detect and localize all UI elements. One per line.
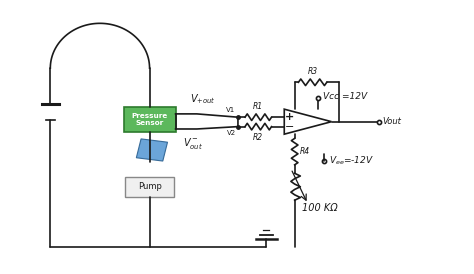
Text: Vout: Vout bbox=[382, 117, 401, 126]
Text: Pressure
Sensor: Pressure Sensor bbox=[131, 113, 168, 126]
FancyBboxPatch shape bbox=[125, 177, 174, 197]
Text: R3: R3 bbox=[308, 67, 318, 76]
Text: Pump: Pump bbox=[137, 182, 162, 192]
FancyBboxPatch shape bbox=[124, 107, 175, 132]
Text: R4: R4 bbox=[300, 147, 310, 156]
Text: R2: R2 bbox=[253, 133, 264, 142]
Polygon shape bbox=[137, 139, 167, 161]
Text: V2: V2 bbox=[227, 130, 236, 136]
Text: V1: V1 bbox=[226, 107, 236, 113]
Text: $V_{ee}$=-12V: $V_{ee}$=-12V bbox=[329, 155, 374, 167]
Text: 100 KΩ: 100 KΩ bbox=[302, 202, 337, 213]
Text: $V^-_{out}$: $V^-_{out}$ bbox=[182, 136, 203, 151]
Text: R1: R1 bbox=[253, 102, 264, 111]
Text: +: + bbox=[285, 112, 294, 122]
Text: Vcc =12V: Vcc =12V bbox=[323, 92, 367, 101]
Text: $V_{+out}$: $V_{+out}$ bbox=[190, 92, 216, 106]
Text: −: − bbox=[285, 122, 295, 132]
